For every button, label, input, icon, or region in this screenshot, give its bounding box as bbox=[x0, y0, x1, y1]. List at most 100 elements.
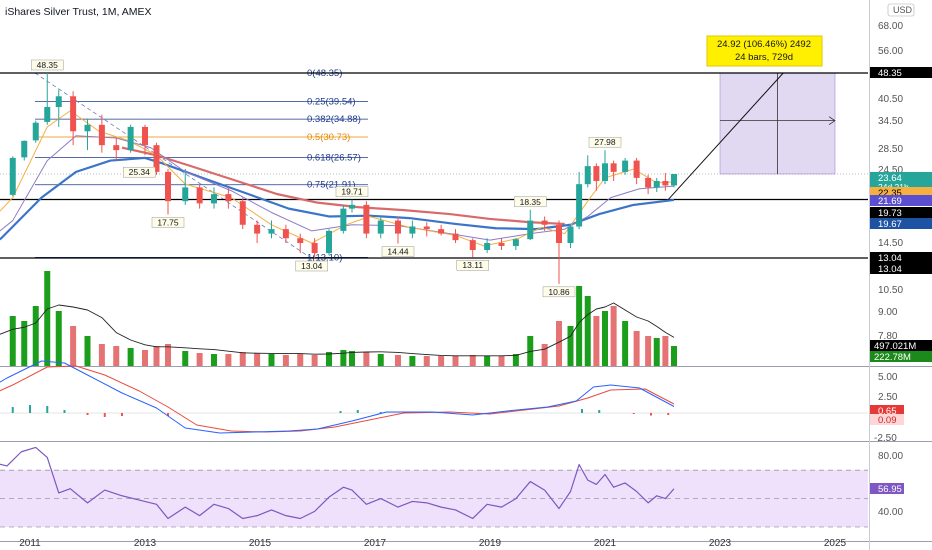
chart-title: iShares Silver Trust, 1M, AMEX bbox=[5, 6, 151, 18]
candle-body bbox=[409, 226, 416, 234]
macd-axis-badge bbox=[870, 405, 904, 416]
macd-axis-badge-value: 0.65 bbox=[878, 406, 897, 417]
volume-bar bbox=[32, 306, 39, 366]
volume-bar bbox=[127, 348, 134, 366]
price-label-box bbox=[335, 186, 369, 197]
projection-bars-text: 24 bars, 729d bbox=[735, 52, 793, 63]
candle-body bbox=[610, 163, 617, 172]
volume-bar bbox=[182, 351, 189, 366]
volume-bar bbox=[311, 355, 318, 366]
candle-body bbox=[576, 184, 583, 227]
candle-body bbox=[21, 140, 28, 158]
candle-body bbox=[584, 166, 591, 185]
candle-body bbox=[196, 187, 203, 204]
macd-hist-bar bbox=[46, 406, 49, 413]
fib-level-label: 0.75(21.91) bbox=[307, 180, 356, 191]
candle-body bbox=[395, 220, 401, 234]
price-axis-badge bbox=[870, 218, 932, 229]
price-label-box bbox=[151, 217, 185, 228]
price-label-box bbox=[514, 196, 547, 208]
price-axis-badge bbox=[870, 252, 932, 263]
macd-hist-bar bbox=[339, 411, 342, 413]
volume-bar bbox=[225, 354, 232, 366]
price-label: 10.86 bbox=[548, 287, 570, 297]
volume-bar bbox=[633, 331, 640, 366]
volume-bar bbox=[409, 356, 416, 366]
candle-body bbox=[311, 243, 318, 254]
volume-bar bbox=[593, 316, 600, 366]
candle-body bbox=[556, 224, 562, 244]
ma-mid-line bbox=[0, 135, 675, 241]
macd-axis-badge bbox=[870, 414, 904, 425]
rsi-axis-badge-value: 56.95 bbox=[878, 484, 902, 495]
price-axis-badge bbox=[870, 195, 932, 206]
volume-bar bbox=[21, 321, 28, 366]
macd-hist-bar bbox=[581, 409, 583, 413]
candle-body bbox=[340, 208, 347, 231]
fib-level-label: 0.382(34.88) bbox=[307, 114, 361, 125]
macd-hist-bar bbox=[650, 413, 652, 416]
candle-body bbox=[469, 240, 476, 251]
x-axis-tick: 2011 bbox=[19, 538, 41, 549]
volume-bar bbox=[349, 351, 355, 366]
price-label-box bbox=[295, 260, 328, 272]
candle-body bbox=[225, 194, 232, 202]
price-label-box bbox=[123, 166, 156, 178]
price-label: 18.35 bbox=[520, 197, 542, 207]
price-axis-badge-value: 19.67 bbox=[878, 219, 902, 230]
macd-hist-bar bbox=[598, 410, 601, 413]
volume-bar bbox=[602, 311, 608, 366]
price-label: 25.34 bbox=[129, 167, 151, 177]
volume-bar bbox=[653, 338, 660, 366]
volume-axis-badge bbox=[870, 340, 932, 351]
x-axis-tick: 2013 bbox=[134, 538, 157, 549]
price-label: 19.71 bbox=[341, 187, 363, 197]
price-label: 27.98 bbox=[594, 137, 616, 147]
volume-bar bbox=[576, 286, 583, 366]
volume-bar bbox=[622, 321, 629, 366]
currency-box bbox=[887, 3, 915, 17]
candle-body bbox=[363, 204, 370, 234]
projection-diagonal bbox=[667, 72, 784, 200]
price-axis-badge-value: 22.35 bbox=[878, 188, 902, 199]
x-axis-tick: 2023 bbox=[709, 538, 732, 549]
candle-body bbox=[423, 226, 430, 230]
macd-hist-bar bbox=[632, 413, 635, 414]
price-label: 48.35 bbox=[37, 60, 59, 70]
volume-axis-tick: 9.00 bbox=[878, 307, 898, 318]
price-axis-badge bbox=[870, 187, 932, 198]
ma-fast-line bbox=[0, 110, 675, 247]
candle-body bbox=[165, 171, 171, 202]
macd-line bbox=[0, 360, 675, 434]
candle-body bbox=[602, 163, 608, 181]
price-axis-tick: 34.50 bbox=[878, 116, 903, 127]
candle-body bbox=[84, 124, 91, 132]
price-axis-badge-value: 21.69 bbox=[878, 196, 902, 207]
macd-hist-bar bbox=[121, 413, 123, 416]
price-axis-tick: 28.50 bbox=[878, 144, 903, 155]
volume-bar bbox=[98, 344, 105, 366]
candle-body bbox=[127, 126, 134, 151]
volume-ma-line bbox=[0, 302, 675, 357]
volume-bar bbox=[326, 352, 332, 366]
candle-body bbox=[671, 174, 677, 186]
currency-label: USD bbox=[893, 5, 913, 15]
candle-body bbox=[9, 157, 16, 195]
volume-bar bbox=[395, 355, 401, 366]
volume-axis-tick: 7.80 bbox=[878, 331, 898, 342]
price-axis-tick: 56.00 bbox=[878, 46, 903, 57]
candle-body bbox=[44, 107, 51, 122]
candle-body bbox=[653, 180, 660, 188]
macd-axis-tick: -2.50 bbox=[874, 433, 897, 444]
volume-bar bbox=[70, 326, 77, 366]
volume-bar bbox=[610, 306, 617, 366]
candle-body bbox=[633, 160, 640, 178]
price-label: 14.44 bbox=[387, 247, 409, 257]
price-axis-tick: 40.50 bbox=[878, 94, 903, 105]
fib-trend-line bbox=[34, 72, 311, 258]
price-axis-badge-value: 13.04 bbox=[878, 264, 902, 275]
macd-hist-bar bbox=[667, 413, 670, 415]
candle-body bbox=[70, 96, 77, 132]
